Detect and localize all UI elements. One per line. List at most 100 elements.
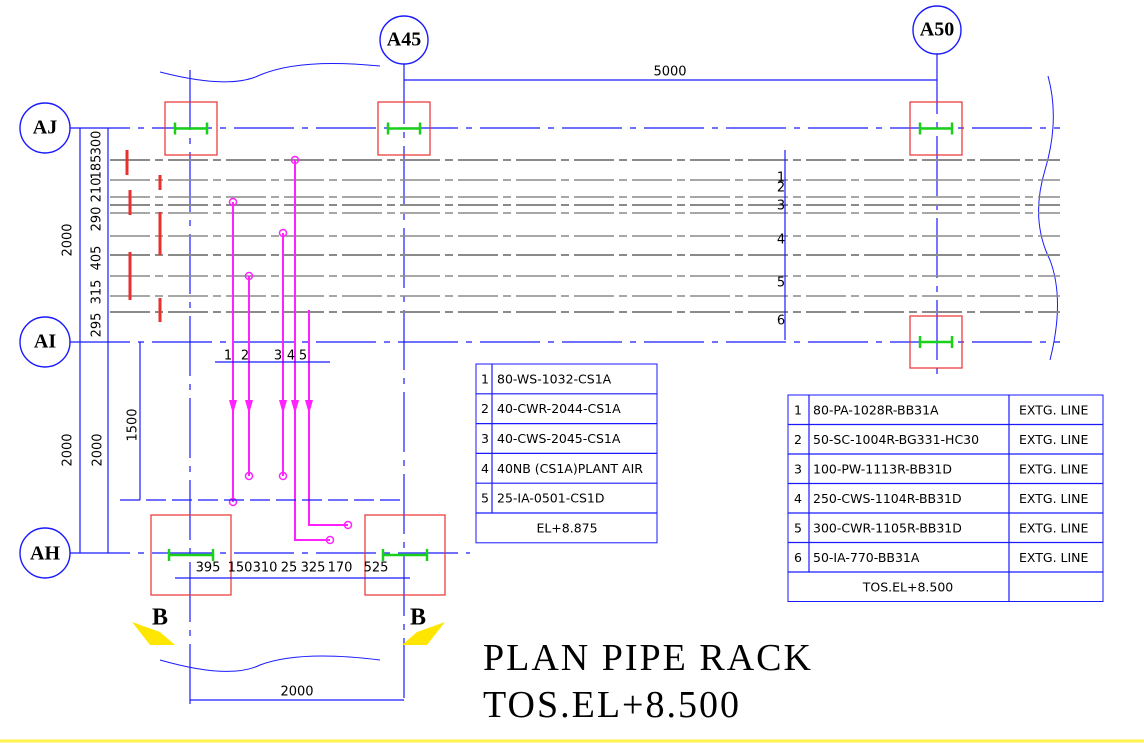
pipe-end [278,471,288,481]
section-arrow [132,622,175,645]
pipe-end [343,520,353,530]
dimension: 170 [328,561,353,576]
line-marker: 6 [777,314,785,329]
new-pipe [294,160,330,541]
column [377,101,431,156]
pipe-marker: 4 [287,349,295,364]
section-arrow [402,622,445,645]
table-cell: 3 [481,431,489,446]
table-cell: 2 [481,401,489,416]
dimension: 395 [196,561,221,576]
table-cell: 3 [794,461,802,476]
geometry [0,5,1144,743]
line-marker: 3 [777,199,785,214]
line-marker: 1 [777,171,785,186]
dimension: 5000 [653,65,686,80]
table-cell: 5 [481,491,489,506]
table-cell: 1 [794,402,802,417]
pipe-marker: 5 [299,349,307,364]
grid-row-label: AI [34,331,56,353]
grid-row-label: AJ [33,117,57,139]
table-cell: 1 [481,371,489,386]
dimension: 290 [90,207,105,232]
flow-arrow [305,400,313,414]
pipe-end [244,471,254,481]
section-label: B [152,605,168,631]
table-cell: EXTG. LINE [1019,550,1089,565]
table-frame [787,394,1104,602]
dimension: 2000 [280,685,313,700]
table-cell: 40NB (CS1A)PLANT AIR [497,461,643,476]
table-cell: 100-PW-1113R-BB31D [813,461,952,476]
section-label: B [410,605,426,631]
dimension: 185 [90,155,105,180]
grid-row-label: AH [30,543,60,565]
table-footer: EL+8.875 [536,520,597,535]
dimension: 525 [364,561,389,576]
flow-arrow [279,400,287,414]
table-cell: 300-CWR-1105R-BB31D [813,520,962,535]
dimension: 210 [90,178,105,203]
dimension: 1500 [126,408,141,441]
grid-column-label: A50 [920,19,954,41]
table-cell: 25-IA-0501-CS1D [497,491,604,506]
pipe-end [228,497,238,507]
table-footer: TOS.EL+8.500 [862,579,954,594]
column [909,101,963,156]
line-marker: 4 [777,233,785,248]
dimension: 325 [301,561,326,576]
grid-column-label: A45 [387,29,421,51]
dimension: 310 [253,561,278,576]
dimension: 2000 [61,433,76,466]
pipe-end [278,228,288,238]
table-cell: 2 [794,432,802,447]
flow-arrow [229,400,237,414]
pipe-end [244,271,254,281]
column [150,514,232,596]
table-cell: 50-IA-770-BB31A [813,550,920,565]
column [364,514,446,596]
pipe-end [325,535,335,545]
table-cell: EXTG. LINE [1019,402,1089,417]
title: PLAN PIPE RACK [483,637,813,679]
table-cell: 250-CWS-1104R-BB31D [813,491,962,506]
dimension: 25 [281,561,298,576]
break-line [1038,75,1058,361]
pipe-marker: 2 [241,349,249,364]
pipe-end [228,197,238,207]
dimension: 300 [90,131,105,156]
line-marker: 2 [777,181,785,196]
line-marker: 5 [777,276,785,291]
table-cell: 50-SC-1004R-BG331-HC30 [813,432,979,447]
column [909,315,963,369]
table-cell: 4 [481,461,489,476]
dimension: 315 [90,280,105,305]
table-cell: 80-WS-1032-CS1A [497,371,612,386]
flow-arrow [291,400,299,414]
table-cell: EXTG. LINE [1019,520,1089,535]
dimension: 2000 [61,223,76,256]
dimension: 295 [90,313,105,338]
pipe-marker: 1 [224,349,232,364]
dimension: 405 [90,246,105,271]
pipe-end [290,155,300,165]
dimension: 2000 [91,433,106,466]
table-cell: 80-PA-1028R-BB31A [813,402,939,417]
table-cell: 5 [794,520,802,535]
new-pipe [308,310,348,526]
dimension: 150 [228,561,253,576]
table-cell: EXTG. LINE [1019,432,1089,447]
table-cell: EXTG. LINE [1019,461,1089,476]
flow-arrow [245,400,253,414]
break-line [159,62,381,83]
break-line [159,655,381,672]
column [164,101,218,156]
pipe-marker: 3 [274,349,282,364]
table-cell: 40-CWR-2044-CS1A [497,401,621,416]
table-cell: 40-CWS-2045-CS1A [497,431,621,446]
table-cell: EXTG. LINE [1019,491,1089,506]
table-cell: 6 [794,550,802,565]
